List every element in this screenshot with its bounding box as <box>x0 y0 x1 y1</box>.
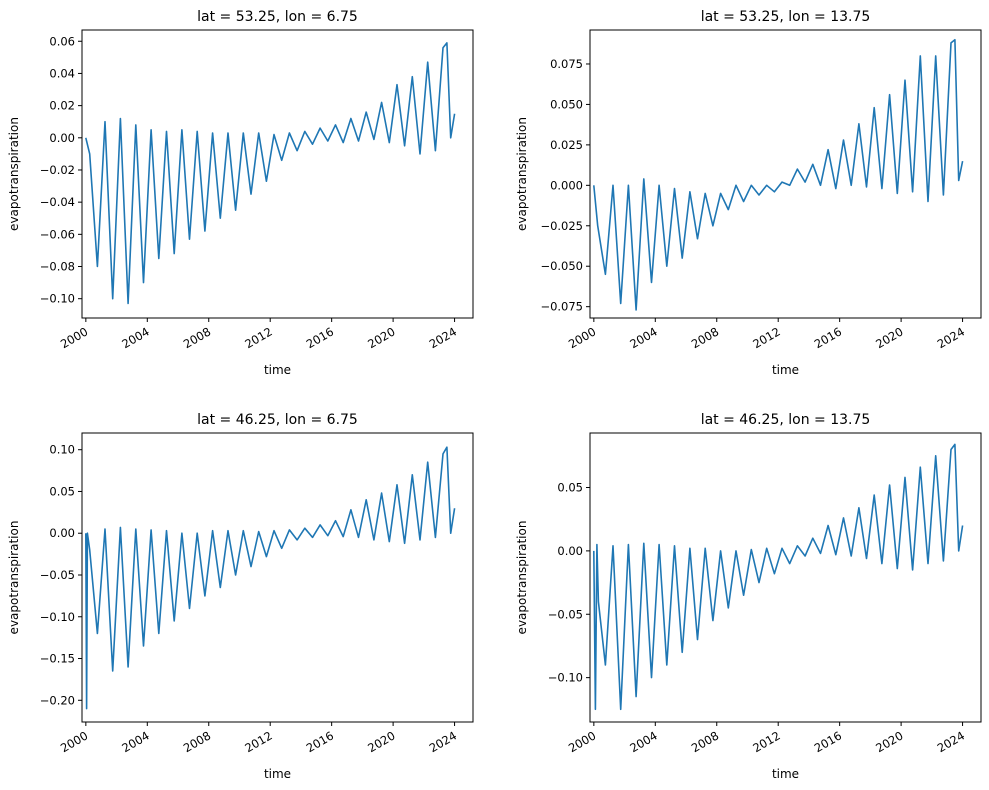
y-tick-label: −0.02 <box>40 163 75 177</box>
y-axis-label: evapotranspiration <box>515 521 529 635</box>
x-tick-label: 2012 <box>242 324 274 351</box>
x-tick-label: 2008 <box>181 324 213 351</box>
y-tick-label: −0.10 <box>40 610 75 624</box>
subplot-title: lat = 46.25, lon = 6.75 <box>197 412 358 428</box>
y-tick-label: 0.10 <box>49 443 75 457</box>
x-axis-label: time <box>772 767 799 781</box>
x-tick-label: 2008 <box>181 728 213 755</box>
x-tick-label: 2004 <box>627 324 659 351</box>
subplot-2: lat = 53.25, lon = 13.75 2000 2004 2008 2012… <box>515 9 982 377</box>
x-tick-label: 2012 <box>750 728 782 755</box>
subplot-title: lat = 46.25, lon = 13.75 <box>701 412 871 428</box>
x-tick-label: 2020 <box>873 324 905 351</box>
subplot-3: lat = 46.25, lon = 6.75 2000 2004 2008 2012 2… <box>7 412 474 781</box>
subplot-1: lat = 53.25, lon = 6.75 2000 2004 2008 2012 2… <box>7 9 474 377</box>
y-tick-label: −0.04 <box>40 195 75 209</box>
y-tick-label: 0.06 <box>49 34 75 48</box>
y-tick-label: 0.050 <box>550 97 583 111</box>
y-tick-label: −0.20 <box>40 693 75 707</box>
x-tick-label: 2016 <box>812 324 844 351</box>
x-tick-label: 2016 <box>304 728 336 755</box>
x-tick-label: 2016 <box>812 728 844 755</box>
y-tick-label: −0.05 <box>548 607 583 621</box>
y-tick-label: 0.075 <box>550 57 583 71</box>
axes-frame <box>81 29 474 319</box>
x-tick-label: 2012 <box>750 324 782 351</box>
y-tick-label: −0.15 <box>40 652 75 666</box>
y-axis-label: evapotranspiration <box>7 521 21 635</box>
x-tick-label: 2024 <box>427 324 459 351</box>
axes-frame <box>589 29 982 319</box>
y-tick-label: 0.000 <box>550 178 583 192</box>
y-tick-label: −0.050 <box>540 259 583 273</box>
x-tick-label: 2008 <box>689 324 721 351</box>
x-tick-label: 2000 <box>58 728 90 755</box>
x-tick-label: 2020 <box>365 324 397 351</box>
x-axis-label: time <box>264 363 291 377</box>
y-tick-label: 0.04 <box>49 66 75 80</box>
y-tick-label: −0.10 <box>548 671 583 685</box>
x-axis-label: time <box>264 767 291 781</box>
x-axis-label: time <box>772 363 799 377</box>
y-tick-label: 0.025 <box>550 138 583 152</box>
x-tick-label: 2000 <box>566 728 598 755</box>
y-tick-label: −0.075 <box>540 300 583 314</box>
y-tick-label: −0.025 <box>540 219 583 233</box>
x-tick-label: 2000 <box>58 324 90 351</box>
x-tick-label: 2024 <box>935 324 967 351</box>
subplot-title: lat = 53.25, lon = 13.75 <box>701 9 871 25</box>
y-tick-label: 0.00 <box>49 526 75 540</box>
y-tick-label: 0.02 <box>49 99 75 113</box>
y-tick-label: 0.00 <box>557 544 583 558</box>
y-tick-label: 0.05 <box>557 481 583 495</box>
x-tick-label: 2024 <box>935 728 967 755</box>
series-line <box>85 42 456 305</box>
x-tick-label: 2024 <box>427 728 459 755</box>
x-tick-label: 2008 <box>689 728 721 755</box>
x-tick-label: 2004 <box>119 728 151 755</box>
x-tick-label: 2020 <box>873 728 905 755</box>
series-line <box>593 38 964 311</box>
subplot-title: lat = 53.25, lon = 6.75 <box>197 9 358 25</box>
y-tick-label: 0.05 <box>49 484 75 498</box>
x-tick-label: 2004 <box>627 728 659 755</box>
y-tick-label: −0.06 <box>40 227 75 241</box>
y-tick-label: −0.10 <box>40 292 75 306</box>
axes-frame <box>589 432 982 723</box>
series-line <box>85 446 456 710</box>
x-tick-label: 2012 <box>242 728 274 755</box>
y-tick-label: −0.05 <box>40 568 75 582</box>
y-axis-label: evapotranspiration <box>515 117 529 231</box>
x-tick-label: 2000 <box>566 324 598 351</box>
x-tick-label: 2004 <box>119 324 151 351</box>
axes-frame <box>81 432 474 723</box>
x-tick-label: 2016 <box>304 324 336 351</box>
series-line <box>593 443 964 711</box>
x-tick-label: 2020 <box>365 728 397 755</box>
y-tick-label: 0.00 <box>49 131 75 145</box>
y-axis-label: evapotranspiration <box>7 117 21 231</box>
y-tick-label: −0.08 <box>40 260 75 274</box>
subplot-4: lat = 46.25, lon = 13.75 2000 2004 2008 2012… <box>515 412 982 781</box>
